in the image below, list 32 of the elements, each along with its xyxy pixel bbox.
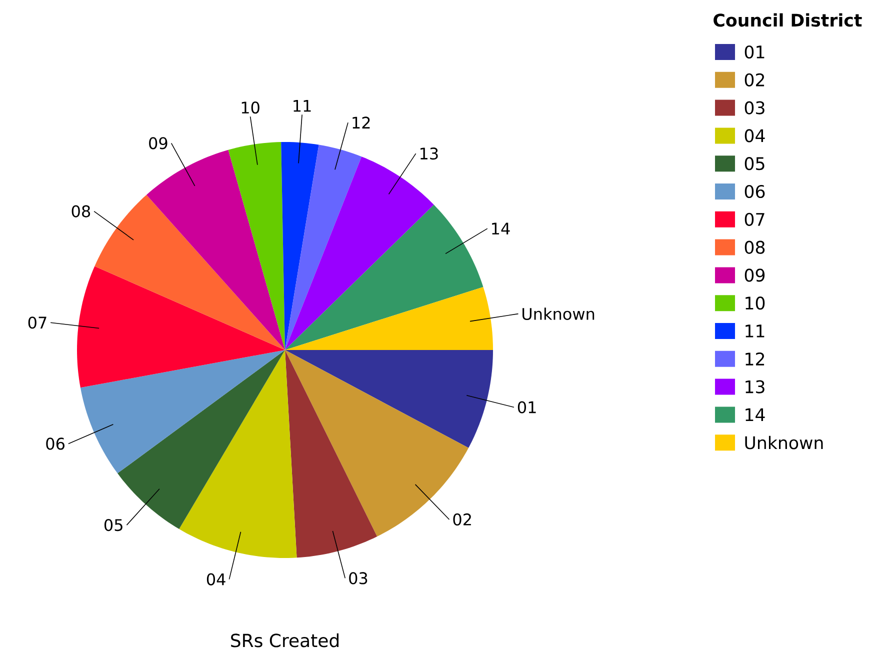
legend-label: 08 [744,240,765,254]
legend-label: 12 [746,352,764,366]
slice-label: 09 [149,137,168,150]
slice-label: 03 [349,572,368,584]
text: SRs Created [231,633,338,648]
legend-label: 07 [744,212,764,226]
slice-label: 07 [28,316,46,329]
slice-label: 10 [242,102,260,114]
slice-label: Unknown [522,308,594,320]
legend-label: 09 [744,268,765,282]
legend-label: Unknown [745,436,823,450]
slice-label: 02 [453,513,471,526]
slice-label: 04 [206,573,226,586]
slice-label: 01 [518,401,536,414]
slice-label: 06 [46,438,64,450]
legend-label: 01 [744,45,764,59]
legend-label: 02 [744,73,764,86]
legend-label: 04 [744,129,765,142]
legend-label: 10 [746,296,765,310]
slice-label: 08 [72,205,90,218]
legend-label: 03 [744,101,764,114]
legend-label: 14 [746,408,765,422]
legend-label: 06 [744,184,765,198]
slice-label: 14 [492,222,510,234]
slice-label: 12 [352,116,370,128]
legend-label: 11 [746,324,764,338]
legend-label: 05 [744,157,764,170]
legend-label: 13 [746,380,764,394]
slice-label: 11 [294,100,311,112]
slice-label: 13 [420,148,438,160]
legend-title: Council District [714,13,862,27]
slice-label: 05 [104,518,122,532]
